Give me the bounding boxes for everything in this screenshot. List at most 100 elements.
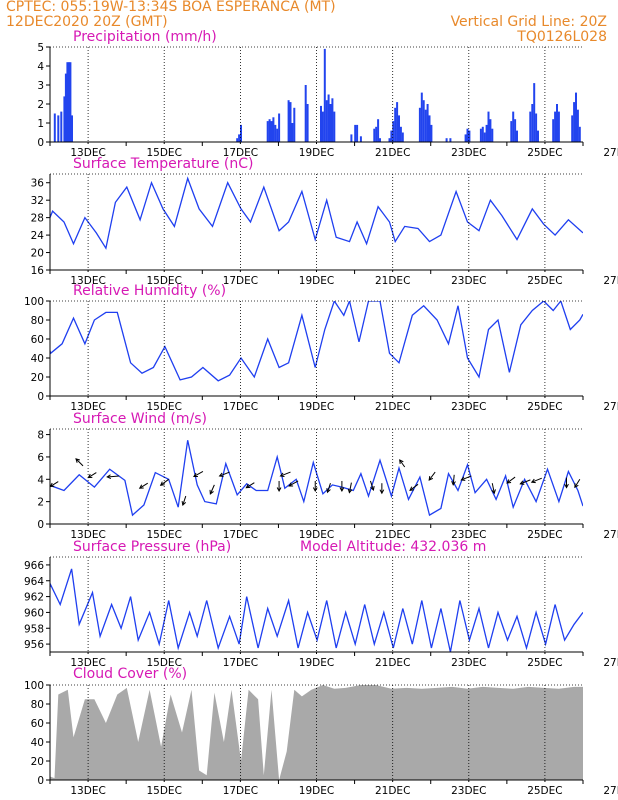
precip-bar (270, 121, 273, 142)
precip-bar (464, 134, 467, 142)
precip-bar (398, 115, 400, 142)
x-date-label: 23DEC (451, 657, 486, 669)
precip-bar (556, 104, 558, 142)
x-date-label: 23DEC (451, 147, 486, 159)
y-tick-label: 60 (31, 334, 44, 346)
x-date-label: 17DEC (223, 401, 258, 413)
y-tick-label: 32 (31, 195, 44, 207)
x-date-label: 15DEC (146, 401, 181, 413)
y-tick-label: 36 (31, 178, 45, 190)
precip-bar (274, 124, 277, 142)
x-date-label: 19DEC (299, 529, 334, 541)
x-date-label: 17DEC (223, 275, 258, 287)
precip-bar (573, 102, 576, 142)
y-tick-label: 6 (37, 452, 44, 464)
data-wind (50, 440, 583, 517)
x-date-label: 15DEC (146, 147, 181, 159)
wind-arrow (312, 480, 318, 493)
y-tick-label: 100 (24, 296, 44, 308)
precip-bar (356, 124, 359, 142)
precip-bar (388, 138, 391, 142)
precip-bar (354, 124, 357, 142)
precip-bar (22, 137, 24, 142)
precip-bar (304, 85, 307, 142)
precip-bar (67, 62, 70, 142)
panel-title-press: Surface Pressure (hPa) (73, 539, 231, 555)
precip-bar (24, 137, 26, 142)
wind-arrow (276, 480, 282, 493)
wind-arrow (209, 484, 215, 495)
y-tick-label: 956 (24, 639, 44, 651)
panel-temp: Surface Temperature (nC) 16 20 24 28 32 36 13DE… (31, 156, 618, 287)
wind-arrow (519, 479, 531, 485)
x-date-label: 17DEC (223, 147, 258, 159)
y-tick-label: 960 (24, 607, 44, 619)
precip-bar (578, 126, 581, 142)
panels: Precipitation (mm/h) 0 1 2 3 4 5 13DEC 15DEC 17DE… (20, 29, 618, 797)
x-date-label: 27DEC (603, 401, 618, 413)
wind-arrow (87, 472, 97, 479)
precip-bar (291, 123, 294, 142)
series-line-wind (50, 440, 583, 517)
precip-bar (514, 119, 517, 142)
precip-bar (401, 132, 404, 142)
precip-bar (333, 111, 336, 142)
precip-bar (485, 124, 488, 142)
wind-arrow (347, 482, 353, 494)
precip-bar (276, 128, 279, 142)
panel-press: Surface Pressure (hPa) Model Altitude: 43… (24, 539, 618, 669)
x-date-label: 25DEC (527, 147, 562, 159)
precip-bar (306, 104, 309, 142)
x-date-label: 21DEC (375, 657, 410, 669)
x-date-label: 19DEC (299, 275, 334, 287)
y-tick-label: 962 (24, 592, 44, 604)
x-date-label: 13DEC (70, 785, 105, 797)
y-tick-label: 2 (37, 497, 44, 509)
y-tick-label: 0 (37, 391, 44, 403)
precip-bar (428, 115, 431, 142)
precip-bar (375, 126, 378, 142)
x-date-label: 23DEC (451, 275, 486, 287)
precip-bar (516, 130, 518, 142)
precip-bar (321, 111, 324, 142)
y-tick-label: 16 (31, 265, 45, 277)
x-date-label: 25DEC (527, 275, 562, 287)
precip-bar (399, 126, 402, 142)
precip-bar (329, 104, 332, 142)
wind-arrow (326, 483, 331, 494)
wind-arrow (279, 471, 291, 478)
x-date-label: 15DEC (146, 529, 181, 541)
wind-arrow (339, 480, 345, 493)
precip-bar (394, 107, 397, 142)
x-date-label: 17DEC (223, 657, 258, 669)
x-date-label: 23DEC (451, 529, 486, 541)
precip-bar (272, 117, 275, 142)
panel-wind: Surface Wind (m/s) 0 2 4 6 8 13DEC 15DEC 17DEC 19… (37, 411, 618, 541)
precip-bar (479, 128, 482, 142)
panel-rh: Relative Humidity (%) 0 20 40 60 80 100 13DEC 15… (24, 283, 618, 413)
panel-precip: Precipitation (mm/h) 0 1 2 3 4 5 13DEC 15DEC 17DE… (20, 29, 618, 159)
panel-cloud: Cloud Cover (%) 0 20 40 60 80 100 13DEC 15DEC 17D… (24, 666, 618, 797)
precip-bar (422, 100, 425, 142)
precip-bar (537, 130, 539, 142)
y-tick-label: 4 (37, 474, 44, 486)
y-tick-label: 40 (31, 353, 44, 365)
wind-arrow (460, 475, 472, 481)
x-date-label: 13DEC (70, 657, 105, 669)
precip-bar (287, 100, 290, 142)
y-tick-label: 100 (24, 680, 44, 692)
precip-bar (445, 138, 448, 142)
y-tick-label: 20 (31, 372, 44, 384)
x-date-label: 27DEC (603, 529, 618, 541)
precip-bar (466, 128, 469, 142)
wind-arrow (159, 478, 169, 486)
precip-bar (236, 138, 239, 142)
y-tick-label: 24 (31, 230, 45, 242)
precip-bar (487, 111, 490, 142)
precip-bar (350, 134, 353, 142)
precip-bar (20, 138, 22, 142)
x-date-label: 21DEC (375, 401, 410, 413)
precip-bar (66, 62, 69, 142)
x-date-label: 25DEC (527, 401, 562, 413)
x-date-label: 19DEC (299, 785, 334, 797)
